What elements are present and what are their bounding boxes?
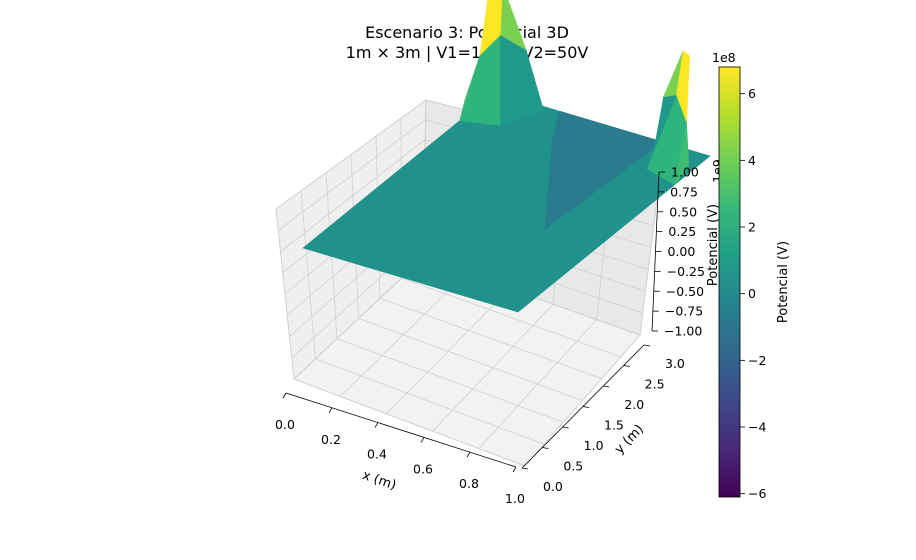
z-tick-label: 0.00 <box>668 244 696 259</box>
colorbar-tick-label: −6 <box>748 486 766 501</box>
z-tick-label: 1.00 <box>671 165 699 180</box>
colorbar-tick-label: 2 <box>748 220 756 235</box>
grid-line <box>379 297 602 380</box>
x-axis-label: x (m) <box>360 468 398 493</box>
y-tick-mark <box>562 426 569 429</box>
y-tick-mark <box>623 365 630 367</box>
y-tick-label: 0.5 <box>563 459 583 474</box>
colorbar-label: Potencial (V) <box>776 241 791 323</box>
y-tick-label: 3.0 <box>665 356 685 371</box>
x-tick-label: 0.0 <box>275 417 295 432</box>
z-axis-label: Potencial (V) <box>706 204 721 286</box>
grid-line <box>293 257 424 380</box>
z-tick-label: 0.25 <box>668 224 696 239</box>
z-tick-label: −0.75 <box>665 304 703 319</box>
x-tick-label: 0.2 <box>321 432 341 447</box>
colorbar-tick-label: 6 <box>748 86 756 101</box>
grid-line <box>315 358 545 445</box>
surface-peak-face <box>479 0 503 56</box>
colorbar-ticks: 6 4 2 0 −2 −4 −6 <box>740 86 766 501</box>
grid-line <box>336 338 564 423</box>
x-tick-label: 0.4 <box>367 447 387 462</box>
grid-line <box>293 378 526 467</box>
y-tick-mark <box>542 447 549 449</box>
y-tick-label: 1.5 <box>604 418 624 433</box>
x-tick-label: 0.8 <box>459 476 479 491</box>
z-axis: 1.00 0.75 0.50 0.25 0.00 −0.25 −0.50 −0.75 −1.00 <box>651 165 705 339</box>
surface-plot <box>302 0 711 313</box>
z-tick-label: −0.25 <box>667 264 705 279</box>
z-tick-label: −1.00 <box>664 324 702 339</box>
grid-line <box>275 99 427 210</box>
surface-peak-face <box>674 121 690 185</box>
z-tick-label: 0.50 <box>669 204 697 219</box>
y-tick-mark <box>643 344 651 347</box>
colorbar-tick-label: −2 <box>748 353 766 368</box>
colorbar-gradient <box>718 66 741 498</box>
x-tick-label: 0.6 <box>413 461 433 476</box>
surface-peak-face <box>459 54 481 121</box>
surface-trough <box>544 111 560 229</box>
x-tick-mark <box>282 392 287 399</box>
x-tick-mark <box>374 422 379 428</box>
y-tick-mark <box>521 467 529 470</box>
grid-line <box>278 119 426 231</box>
y-tick-label: 2.5 <box>645 377 665 392</box>
colorbar-tick-label: −4 <box>748 420 766 435</box>
y-axis: 0.00.51.01.52.02.53.0 <box>521 344 685 494</box>
y-tick-label: 2.0 <box>624 397 644 412</box>
colorbar-offset-text: 1e8 <box>712 50 736 65</box>
x-tick-mark <box>328 407 333 414</box>
y-tick-label: 0.0 <box>543 479 563 494</box>
y-tick-mark <box>582 406 590 408</box>
grid-line <box>401 277 621 358</box>
chart-title: Escenario 3: Potencial 3D <box>365 23 569 42</box>
x-tick-mark <box>420 437 425 443</box>
grid-line <box>358 318 583 401</box>
x-tick-label: 1.0 <box>505 491 525 506</box>
chart-subtitle: 1m × 3m | V1=100V, V2=50V <box>346 43 589 62</box>
z-tick-label: 0.75 <box>670 184 698 199</box>
surface-peak-face <box>676 50 690 122</box>
x-axis-line <box>285 392 517 468</box>
colorbar: 6 4 2 0 −2 −4 −6 1e8 Potencial (V) <box>712 50 791 501</box>
x-tick-mark <box>466 451 471 458</box>
z-tick-label: −0.50 <box>666 284 704 299</box>
y-tick-mark <box>603 385 610 388</box>
x-tick-mark <box>512 466 517 473</box>
colorbar-tick-label: 0 <box>748 286 756 301</box>
y-tick-label: 1.0 <box>584 438 604 453</box>
colorbar-tick-label: 4 <box>748 153 756 168</box>
x-axis: 0.0 0.2 0.4 0.6 0.8 1.0 <box>275 392 525 506</box>
grid-line <box>280 139 426 252</box>
